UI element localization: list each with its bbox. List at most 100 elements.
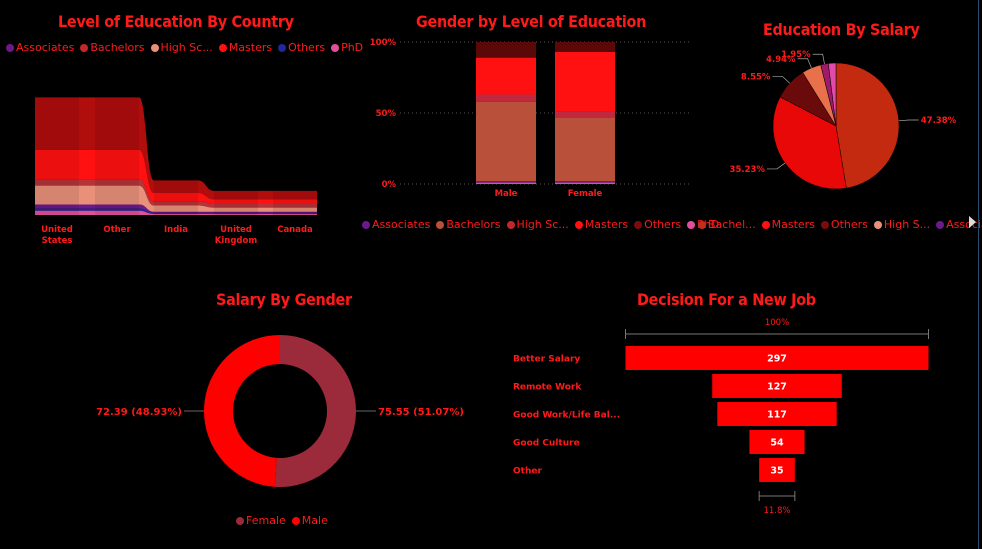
funnel-value: 117 [767,410,787,421]
legend-item[interactable]: Bachel... [698,218,756,231]
y-tick-label: 50% [376,109,397,119]
x-tick-label: Other [103,225,131,235]
bar-male-others[interactable] [476,94,536,102]
legend-item[interactable]: Others [278,41,325,54]
data-label: 4.94% [766,55,796,65]
legend-swatch [936,220,945,229]
legend-swatch [634,220,643,229]
donut-slice-female[interactable] [274,335,356,487]
legend-swatch [6,43,14,52]
x-tick-label: States [42,236,73,246]
legend-item[interactable]: Associates [362,218,430,231]
legend-item[interactable]: High S... [873,218,931,231]
data-label: 8.55% [741,72,771,82]
pie-slice[interactable] [828,62,837,127]
edu-country-title: Level of Education By Country [58,12,294,31]
category-band [214,80,258,215]
legend-item[interactable]: Masters [218,41,272,54]
funnel-category: Other [513,467,542,477]
bottom-percent: 11.8% [763,506,790,516]
salary-gender-legend[interactable]: Female Male [236,514,328,527]
decision-chart: 100% 297 Better Salary 127 Remote Work 117 Goo… [513,318,929,516]
leader-line [797,58,812,69]
legend-item[interactable]: Bachelors [80,41,145,54]
gender-edu-legend[interactable]: Associates Bachelors High Sc... Masters Othe… [362,218,719,231]
legend-item[interactable]: Masters [761,218,815,231]
legend-swatch [362,220,370,229]
legend-next-icon[interactable] [969,216,976,228]
bar-female-phd[interactable] [555,182,615,184]
bar-male-highsc[interactable] [476,42,536,58]
legend-item[interactable]: Female [236,514,286,527]
legend-swatch [687,220,696,229]
bar-male-associates[interactable] [476,181,536,183]
funnel-category: Good Culture [513,439,580,449]
legend-item[interactable]: High Sc... [506,218,569,231]
legend-label: PhD [341,41,364,54]
legend-swatch [278,43,287,52]
funnel-category: Remote Work [513,383,582,393]
area-series-highsc[interactable] [35,185,317,212]
legend-item[interactable]: Male [291,514,328,527]
bar-female-others[interactable] [555,111,615,118]
x-tick-label: Female [568,189,603,199]
donut-slice-male[interactable] [203,335,280,487]
funnel-bar[interactable] [759,458,795,482]
edu-country-legend[interactable]: Associates Bachelors High Sc... Masters Othe… [6,41,363,54]
legend-label: Others [830,218,868,231]
funnel-bar[interactable] [749,430,805,454]
area-series-phd[interactable] [35,210,317,215]
legend-item[interactable]: PhD [331,41,363,54]
legend-label: High S... [883,218,931,231]
legend-label: Others [644,218,682,231]
bar-female-associates[interactable] [555,181,615,183]
gender-edu-chart: 0% 50% 100% Male Female [370,38,690,199]
bar-female-masters[interactable] [555,51,615,112]
legend-item[interactable]: Associates [6,41,74,54]
legend-item[interactable]: Others [820,218,868,231]
edu-salary-legend[interactable]: Bachel... Masters Others High S... Associa..… [698,218,982,231]
pie-slice[interactable] [772,96,847,190]
area-series-bachelors[interactable] [35,97,317,200]
bar-female-highsc[interactable] [555,42,615,52]
bar-male-phd[interactable] [476,182,536,184]
area-series-masters[interactable] [35,149,317,204]
funnel-value: 54 [770,438,784,449]
leader-line [898,119,919,122]
legend-label: Others [288,41,326,54]
data-label: 47.38% [921,116,957,126]
bar-female-bachelors[interactable] [555,117,615,182]
legend-label: Associates [372,218,431,231]
legend-item[interactable]: High Sc... [150,41,213,54]
area-series-others[interactable] [35,208,317,214]
legend-label: Bachel... [708,218,756,231]
legend-item[interactable]: Bachelors [436,218,501,231]
leader-line [766,162,786,170]
legend-label: Female [246,514,286,527]
bar-male-masters[interactable] [476,57,536,95]
funnel-bar[interactable] [712,374,842,398]
y-tick-label: 100% [370,38,397,48]
legend-label: High Sc... [160,41,213,54]
category-band [154,80,198,215]
legend-swatch [506,220,515,229]
legend-swatch [574,220,583,229]
funnel-category: Good Work/Life Bal... [513,411,620,421]
bar-male-bachelors[interactable] [476,101,536,182]
funnel-bar[interactable] [625,346,929,370]
data-label: 72.39 (48.93%) [96,407,182,418]
legend-item[interactable]: Others [634,218,681,231]
pie-slice[interactable] [835,62,900,189]
legend-label: Associates [16,41,75,54]
x-tick-label: Canada [277,225,313,235]
legend-item[interactable]: Masters [574,218,628,231]
legend-label: Bachelors [446,218,501,231]
area-series-associates[interactable] [35,204,317,213]
legend-swatch [761,220,770,229]
legend-label: Masters [771,218,815,231]
legend-swatch [80,43,89,52]
x-tick-label: India [164,225,188,235]
funnel-bar[interactable] [717,402,837,426]
area-series-bachelors[interactable] [35,179,317,208]
